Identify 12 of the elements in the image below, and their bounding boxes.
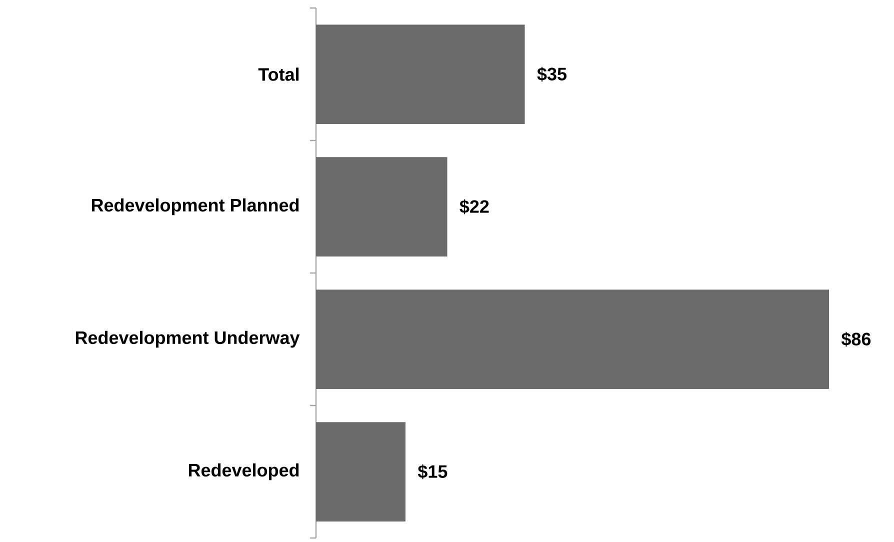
bar — [316, 157, 448, 256]
data-label: $15 — [418, 464, 448, 480]
bar — [316, 24, 525, 124]
y-tick-label: Redevelopment Planned — [92, 198, 299, 216]
y-tick-label: Total — [258, 68, 299, 81]
y-tick-label: Redeveloped — [188, 463, 299, 480]
data-label: $35 — [537, 66, 567, 82]
data-label: $22 — [460, 199, 489, 214]
y-tick-label: Redevelopment Underway — [76, 330, 300, 348]
data-label: $86 — [841, 332, 871, 347]
bar — [316, 290, 829, 389]
bar — [316, 422, 406, 522]
